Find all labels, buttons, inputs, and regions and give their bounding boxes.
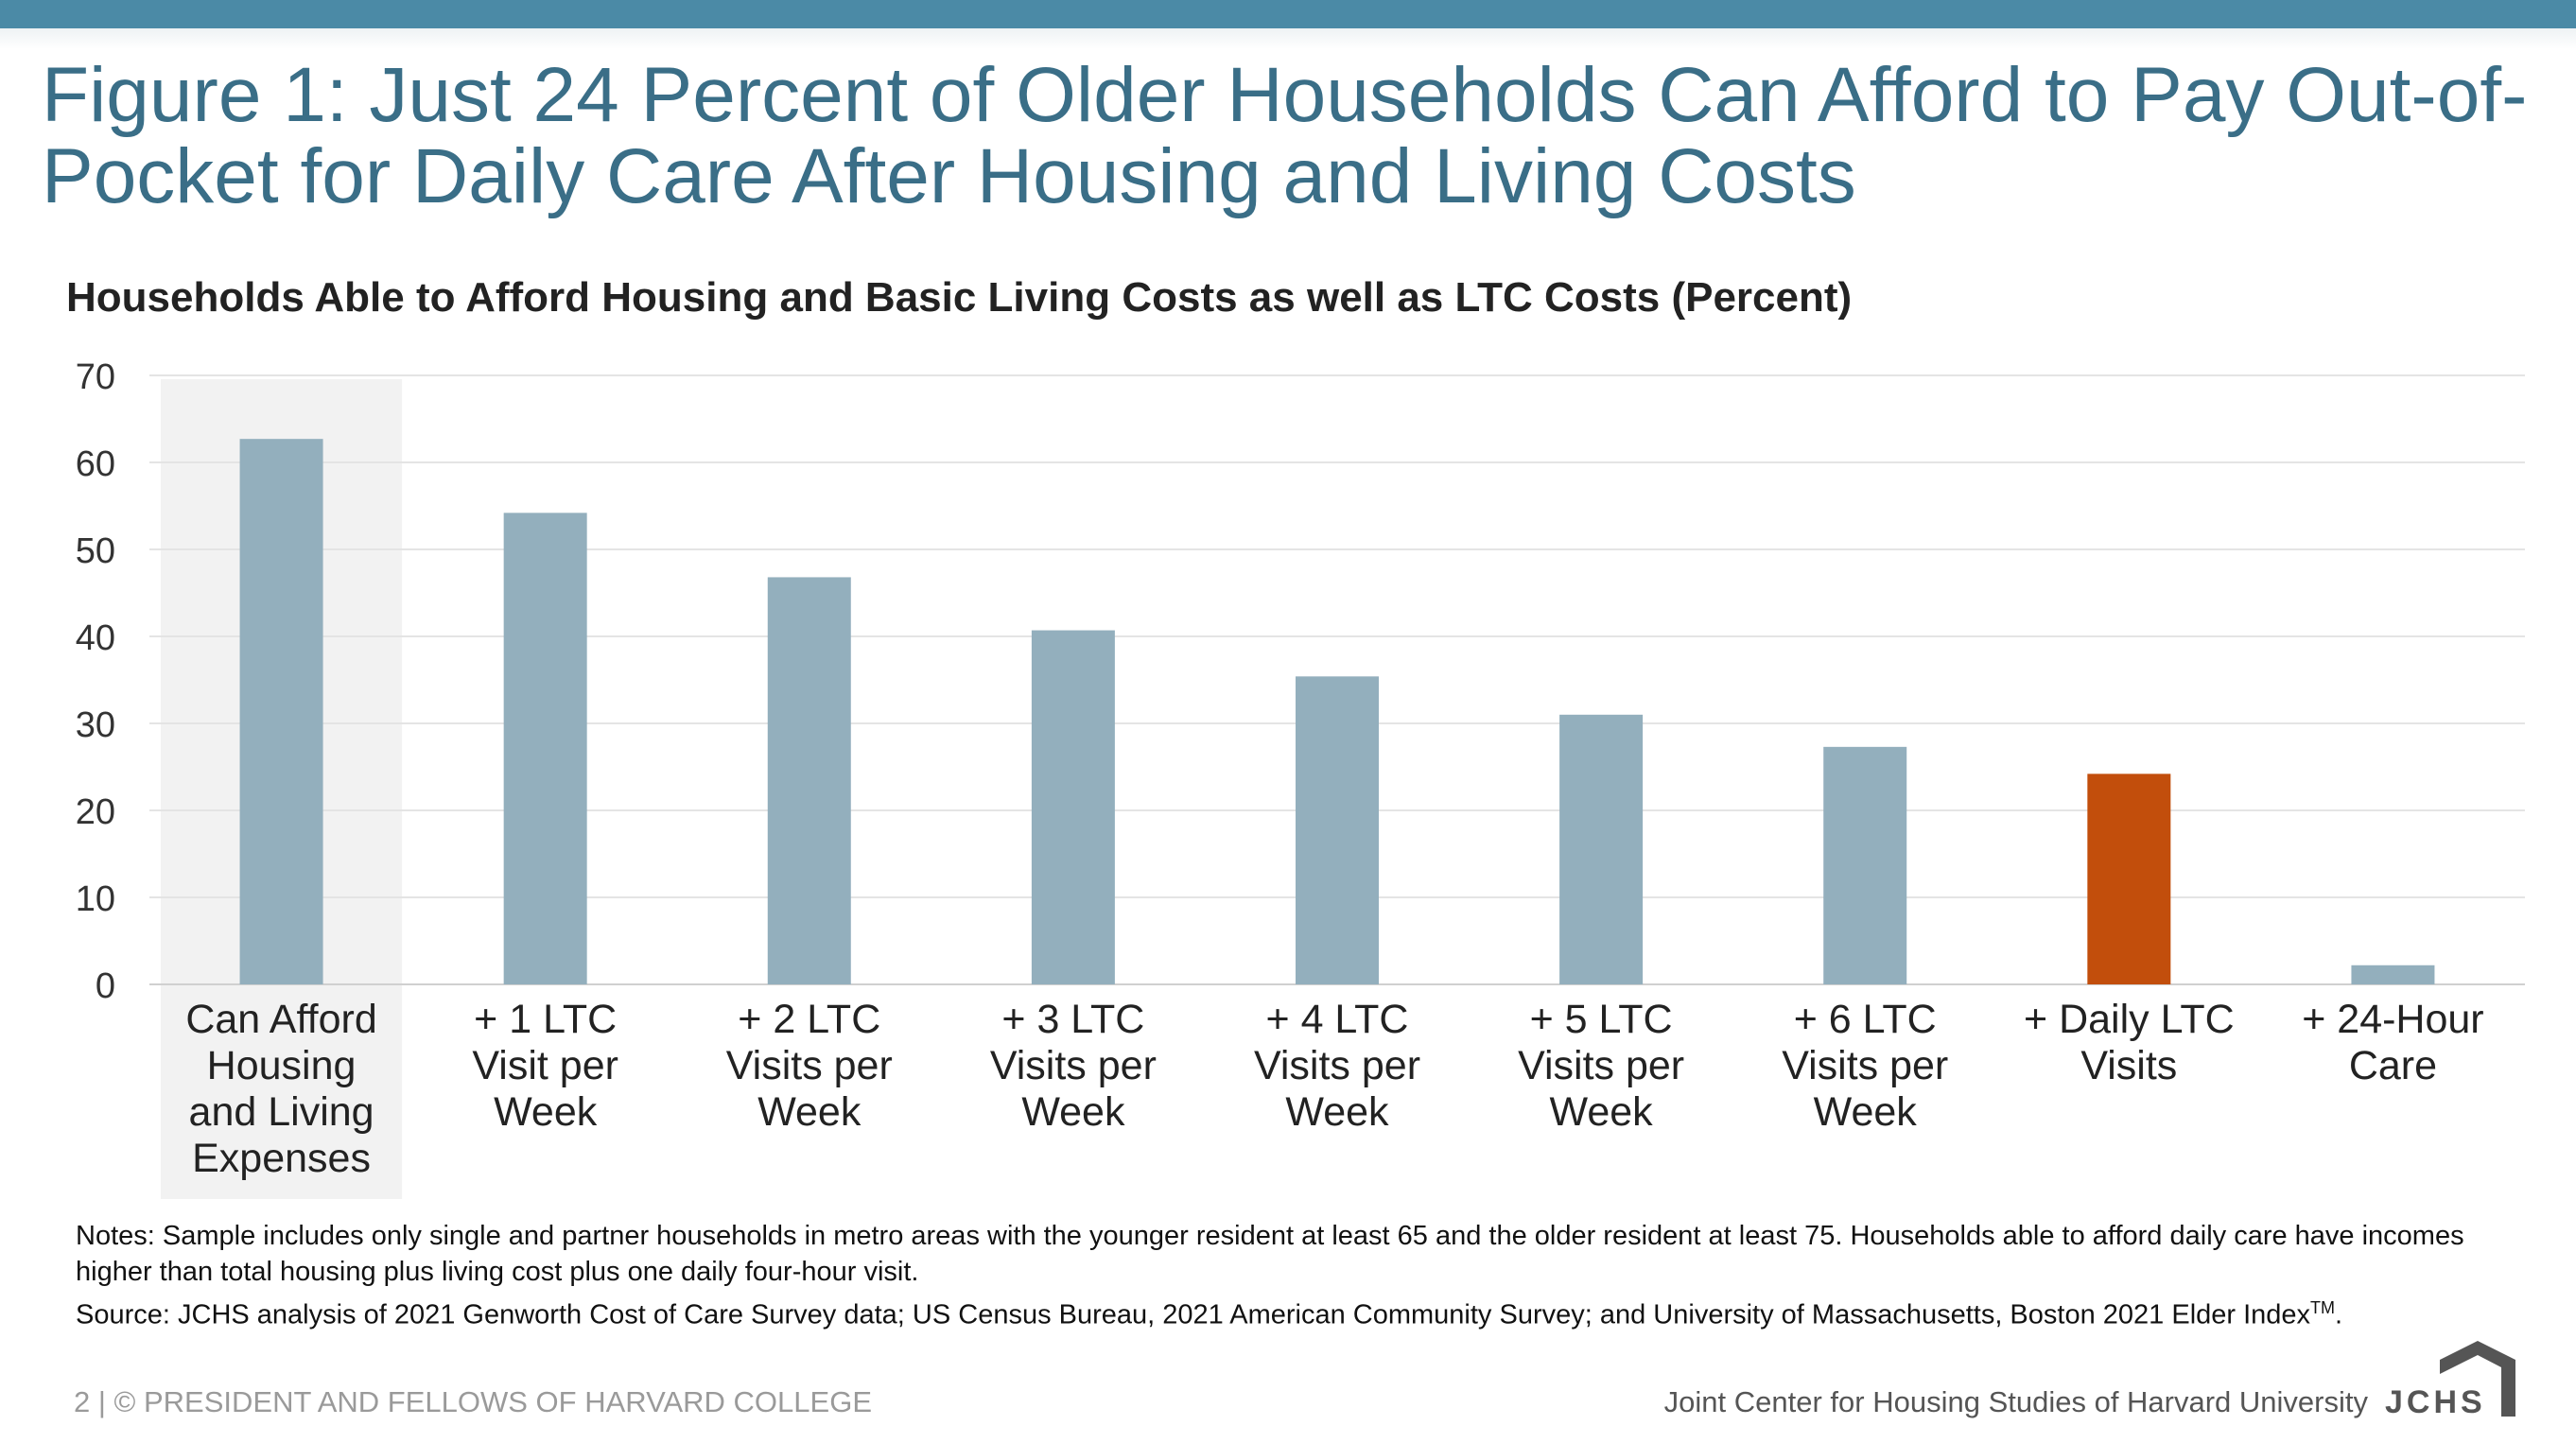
top-accent-bar bbox=[0, 0, 2576, 28]
y-tick-label: 50 bbox=[76, 531, 115, 571]
y-tick-label: 10 bbox=[76, 879, 115, 919]
bar bbox=[1559, 714, 1644, 984]
y-tick-label: 20 bbox=[76, 792, 115, 832]
top-bar-shadow bbox=[0, 28, 2576, 49]
bar bbox=[239, 439, 323, 984]
x-tick-label: + 6 LTC Visits per Week bbox=[1782, 997, 1948, 1135]
bar bbox=[2087, 774, 2171, 984]
x-tick-label: + Daily LTC Visits bbox=[2024, 997, 2235, 1088]
source-main: Source: JCHS analysis of 2021 Genworth C… bbox=[76, 1299, 2311, 1330]
bar bbox=[1296, 676, 1379, 984]
source-end: . bbox=[2335, 1299, 2343, 1330]
x-tick-label: + 4 LTC Visits per Week bbox=[1254, 997, 1420, 1135]
y-tick-label: 60 bbox=[76, 444, 115, 484]
trademark-sup: TM bbox=[2310, 1298, 2336, 1317]
x-tick-label: Can Afford Housing and Living Expenses bbox=[185, 997, 376, 1181]
y-tick-label: 70 bbox=[76, 357, 115, 397]
page-title: Figure 1: Just 24 Percent of Older House… bbox=[42, 52, 2528, 219]
source-text: Source: JCHS analysis of 2021 Genworth C… bbox=[76, 1290, 2534, 1333]
logo-house-icon bbox=[2440, 1341, 2515, 1417]
footer-copyright: 2 | © PRESIDENT AND FELLOWS OF HARVARD C… bbox=[74, 1385, 872, 1418]
bar bbox=[2351, 965, 2435, 984]
bar-chart: 0 10 20 30 40 50 60 70 Can Afford Housing and Livi… bbox=[76, 357, 2525, 1199]
jchs-logo: JCHS bbox=[2385, 1341, 2515, 1417]
bar bbox=[1031, 630, 1115, 984]
footer-org-name: Joint Center for Housing Studies of Harv… bbox=[1663, 1385, 2368, 1418]
chart-notes: Notes: Sample includes only single and p… bbox=[76, 1218, 2534, 1333]
bar bbox=[503, 513, 587, 984]
chart-title: Households Able to Afford Housing and Ba… bbox=[66, 274, 1853, 321]
y-tick-label: 30 bbox=[76, 705, 115, 745]
x-tick-label: + 3 LTC Visits per Week bbox=[990, 997, 1157, 1135]
bar bbox=[767, 577, 851, 984]
bar bbox=[1823, 746, 1907, 984]
x-tick-label: + 1 LTC Visit per Week bbox=[472, 997, 618, 1135]
logo-text: JCHS bbox=[2385, 1384, 2486, 1417]
x-tick-label: + 24-Hour Care bbox=[2302, 997, 2483, 1088]
notes-text: Notes: Sample includes only single and p… bbox=[76, 1221, 2464, 1287]
y-tick-label: 0 bbox=[96, 966, 115, 1006]
y-tick-label: 40 bbox=[76, 618, 115, 658]
x-tick-label: + 2 LTC Visits per Week bbox=[726, 997, 893, 1135]
x-tick-label: + 5 LTC Visits per Week bbox=[1518, 997, 1684, 1135]
